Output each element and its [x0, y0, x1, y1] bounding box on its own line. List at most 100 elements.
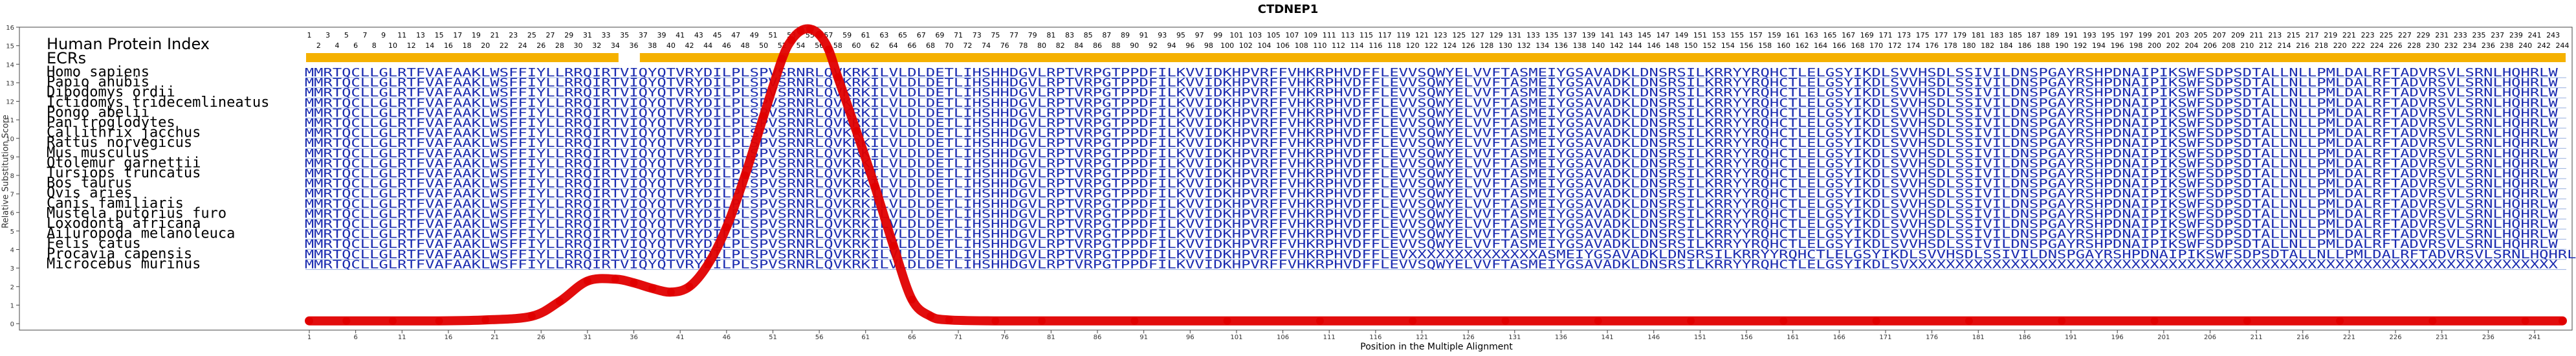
- data-point: [871, 183, 879, 191]
- human-index-label: 236: [2482, 41, 2495, 50]
- x-tick-label: 186: [2018, 334, 2031, 341]
- species-name: Ailuropoda melanoleuca: [47, 226, 235, 242]
- human-index-label: 101: [1229, 31, 1243, 39]
- human-index-label: 157: [1749, 31, 1763, 39]
- y-tick-label: 12: [6, 99, 14, 106]
- x-tick-label: 146: [1647, 334, 1660, 341]
- data-point: [787, 36, 796, 45]
- chart-title: CTDNEP1: [1257, 3, 1319, 16]
- human-protein-index-label: Human Protein Index: [47, 35, 210, 53]
- human-index-label: 162: [1796, 41, 1809, 50]
- human-index-label: 174: [1906, 41, 1920, 50]
- human-index-label: 226: [2389, 41, 2403, 50]
- human-index-label: 35: [620, 31, 629, 39]
- data-point: [741, 172, 749, 179]
- x-tick-label: 26: [537, 334, 545, 341]
- human-index-label: 225: [2379, 31, 2393, 39]
- human-index-label: 212: [2259, 41, 2273, 50]
- y-tick-label: 11: [6, 117, 14, 124]
- human-index-label: 177: [1934, 31, 1948, 39]
- data-point: [704, 260, 712, 269]
- human-index-label: 77: [1009, 31, 1018, 39]
- x-tick-label: 136: [1555, 334, 1567, 341]
- data-point: [583, 277, 591, 285]
- species-name: Ictidomys tridecemlineatus: [47, 95, 269, 111]
- human-index-label: 126: [1462, 41, 1475, 50]
- human-index-label: 85: [1084, 31, 1093, 39]
- human-index-label: 28: [555, 41, 564, 50]
- human-index-label: 50: [759, 41, 768, 50]
- human-index-label: 106: [1276, 41, 1290, 50]
- human-index-label: 164: [1814, 41, 1827, 50]
- data-point: [611, 275, 619, 284]
- human-index-label: 33: [602, 31, 611, 39]
- human-index-label: 129: [1490, 31, 1503, 39]
- data-point: [824, 45, 833, 54]
- human-index-label: 239: [2509, 31, 2523, 39]
- human-index-label: 165: [1823, 31, 1836, 39]
- x-tick-label: 81: [1047, 334, 1055, 341]
- human-index-label: 211: [2250, 31, 2263, 39]
- human-index-label: 75: [991, 31, 1000, 39]
- human-index-label: 45: [712, 31, 721, 39]
- human-index-label: 199: [2139, 31, 2152, 39]
- human-index-label: 241: [2528, 31, 2542, 39]
- species-sequence: MMRTQCLLGLRTFVAFAAKLWSFFIYLLRRQIRTVIQYQT…: [305, 117, 2558, 130]
- human-index-label: 38: [648, 41, 657, 50]
- human-index-label: 3: [325, 31, 330, 39]
- x-tick-label: 196: [2111, 334, 2124, 341]
- data-point: [2150, 317, 2159, 325]
- human-index-label: 172: [1888, 41, 1902, 50]
- data-point: [527, 312, 536, 320]
- human-index-label: 123: [1434, 31, 1448, 39]
- human-index-label: 178: [1944, 41, 1957, 50]
- data-point: [2243, 317, 2251, 325]
- x-tick-label: 166: [1833, 334, 1845, 341]
- human-index-label: 99: [1213, 31, 1222, 39]
- human-index-label: 153: [1712, 31, 1726, 39]
- x-tick-label: 126: [1462, 334, 1475, 341]
- human-index-label: 111: [1323, 31, 1336, 39]
- species-sequence: MMRTQCLLGLRTFVAFAAKLWSFFIYLLRRQIRTVIQYQT…: [305, 248, 2576, 261]
- human-index-label: 238: [2500, 41, 2514, 50]
- human-index-label: 71: [954, 31, 963, 39]
- x-tick-label: 6: [353, 334, 357, 341]
- human-index-label: 179: [1953, 31, 1966, 39]
- human-index-label: 222: [2351, 41, 2365, 50]
- human-index-label: 12: [407, 41, 416, 50]
- species-name: Felis catus: [47, 236, 141, 252]
- human-index-label: 188: [2036, 41, 2050, 50]
- x-tick-label: 141: [1602, 334, 1614, 341]
- human-index-label: 155: [1730, 31, 1744, 39]
- human-index-label: 193: [2083, 31, 2097, 39]
- human-index-label: 11: [397, 31, 406, 39]
- x-tick-label: 111: [1323, 334, 1336, 341]
- species-name: Loxodonta africana: [47, 216, 201, 232]
- human-index-label: 61: [861, 31, 870, 39]
- species-name: Mus musculus: [47, 145, 149, 161]
- data-point: [1594, 317, 1602, 325]
- data-point: [648, 284, 657, 293]
- data-point: [2428, 317, 2437, 325]
- human-index-label: 16: [444, 41, 453, 50]
- human-index-label: 60: [852, 41, 861, 50]
- human-index-label: 24: [518, 41, 527, 50]
- human-index-label: 88: [1112, 41, 1121, 50]
- x-tick-label: 161: [1787, 334, 1799, 341]
- human-index-label: 7: [362, 31, 367, 39]
- human-index-label: 130: [1499, 41, 1512, 50]
- human-index-label: 227: [2398, 31, 2412, 39]
- x-tick-label: 56: [815, 334, 824, 341]
- human-index-label: 114: [1350, 41, 1364, 50]
- human-index-label: 206: [2203, 41, 2217, 50]
- human-index-label: 93: [1158, 31, 1167, 39]
- human-index-label: 72: [963, 41, 972, 50]
- human-index-label: 20: [481, 41, 490, 50]
- x-tick-label: 71: [954, 334, 963, 341]
- x-tick-label: 191: [2065, 334, 2077, 341]
- human-index-label: 210: [2240, 41, 2254, 50]
- x-tick-label: 226: [2390, 334, 2402, 341]
- human-index-label: 217: [2306, 31, 2319, 39]
- data-point: [388, 317, 397, 325]
- x-tick-label: 21: [490, 334, 499, 341]
